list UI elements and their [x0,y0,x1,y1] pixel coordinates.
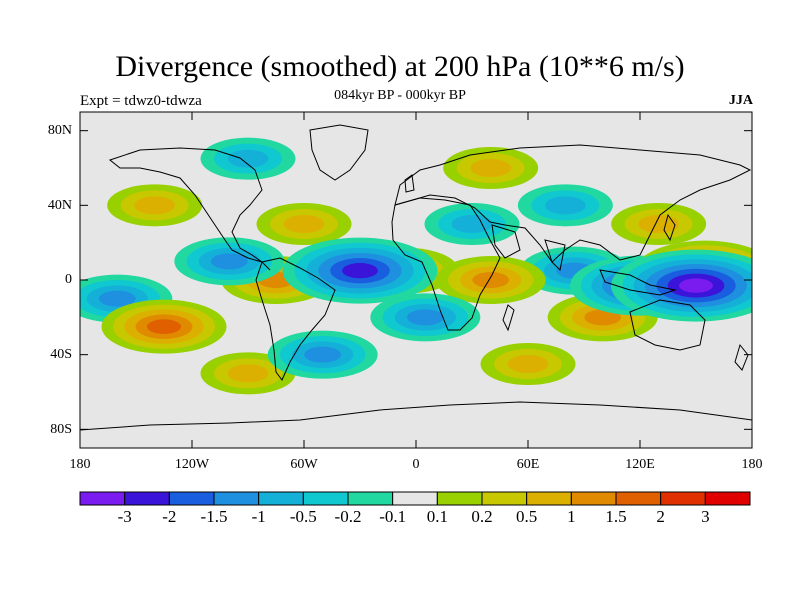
field-contour [470,159,512,177]
lat-label-0: 0 [65,272,72,287]
colorbar-label: -1.5 [200,507,228,526]
colorbar-label: -3 [117,507,132,526]
field-anomaly [611,249,752,322]
colorbar-label: 1 [567,507,576,526]
field-contour [507,355,549,373]
field-anomaly [174,237,285,286]
lon-label-180e: 180 [741,457,763,472]
lon-label-0: 0 [412,457,420,472]
field-anomaly [611,203,707,245]
field-contour [407,309,444,326]
figure-subtitle: 084kyr BP - 000kyr BP [334,88,466,103]
colorbar-label: -0.2 [334,507,362,526]
experiment-label: Expt = tdwz0-tdwza [80,93,202,109]
field-contour [451,215,493,233]
field-contour [211,253,248,270]
coastlines [80,124,752,431]
field-contour [472,272,509,288]
field-anomaly [443,147,539,189]
field-contour [584,309,622,326]
colorbar-label: 0.2 [471,507,493,526]
lat-label-80s: 80S [50,422,72,437]
colorbar-label: 1.5 [605,507,627,526]
field-contour [283,215,325,233]
field-anomaly [267,330,378,379]
axis-ticks [79,112,753,448]
colorbar-label: 3 [701,507,710,526]
colorbar-label: -0.5 [289,507,317,526]
field-anomaly [107,184,203,227]
lon-label-60w: 60W [290,457,318,472]
field-anomaly [200,137,296,180]
colorbar-label: 2 [656,507,665,526]
lon-label-180w: 180 [69,457,91,472]
colorbar-label: -2 [162,507,177,526]
field-anomaly [424,203,520,245]
field-anomaly [435,256,546,304]
field-contour [227,364,269,383]
lon-label-60e: 60E [516,457,540,472]
field-contour [679,278,713,293]
field-contour [134,196,176,215]
field-contour [638,215,680,233]
field-contour [146,319,182,335]
colorbar-label: -0.1 [379,507,407,526]
lat-label-40s: 40S [50,347,72,362]
field-anomaly [480,343,576,385]
colorbar-label: 0.5 [516,507,538,526]
lat-label-40n: 40N [47,198,72,213]
field-contour [304,346,341,363]
field-anomaly [282,237,438,304]
lat-label-80n: 80N [47,123,72,138]
field-anomaly [256,203,352,245]
field-contour [342,263,378,279]
lon-label-120w: 120W [174,457,210,472]
season-label: JJA [728,93,753,108]
field-contour [99,290,136,307]
field-contour [227,149,269,168]
colorbar-label: -1 [251,507,266,526]
field-anomaly [517,184,613,227]
lon-label-120e: 120E [625,457,655,472]
field-contour [544,196,586,215]
field-anomaly [101,299,227,354]
figure-title: Divergence (smoothed) at 200 hPa (10**6 … [115,50,685,83]
colorbar-label: 0.1 [426,507,448,526]
